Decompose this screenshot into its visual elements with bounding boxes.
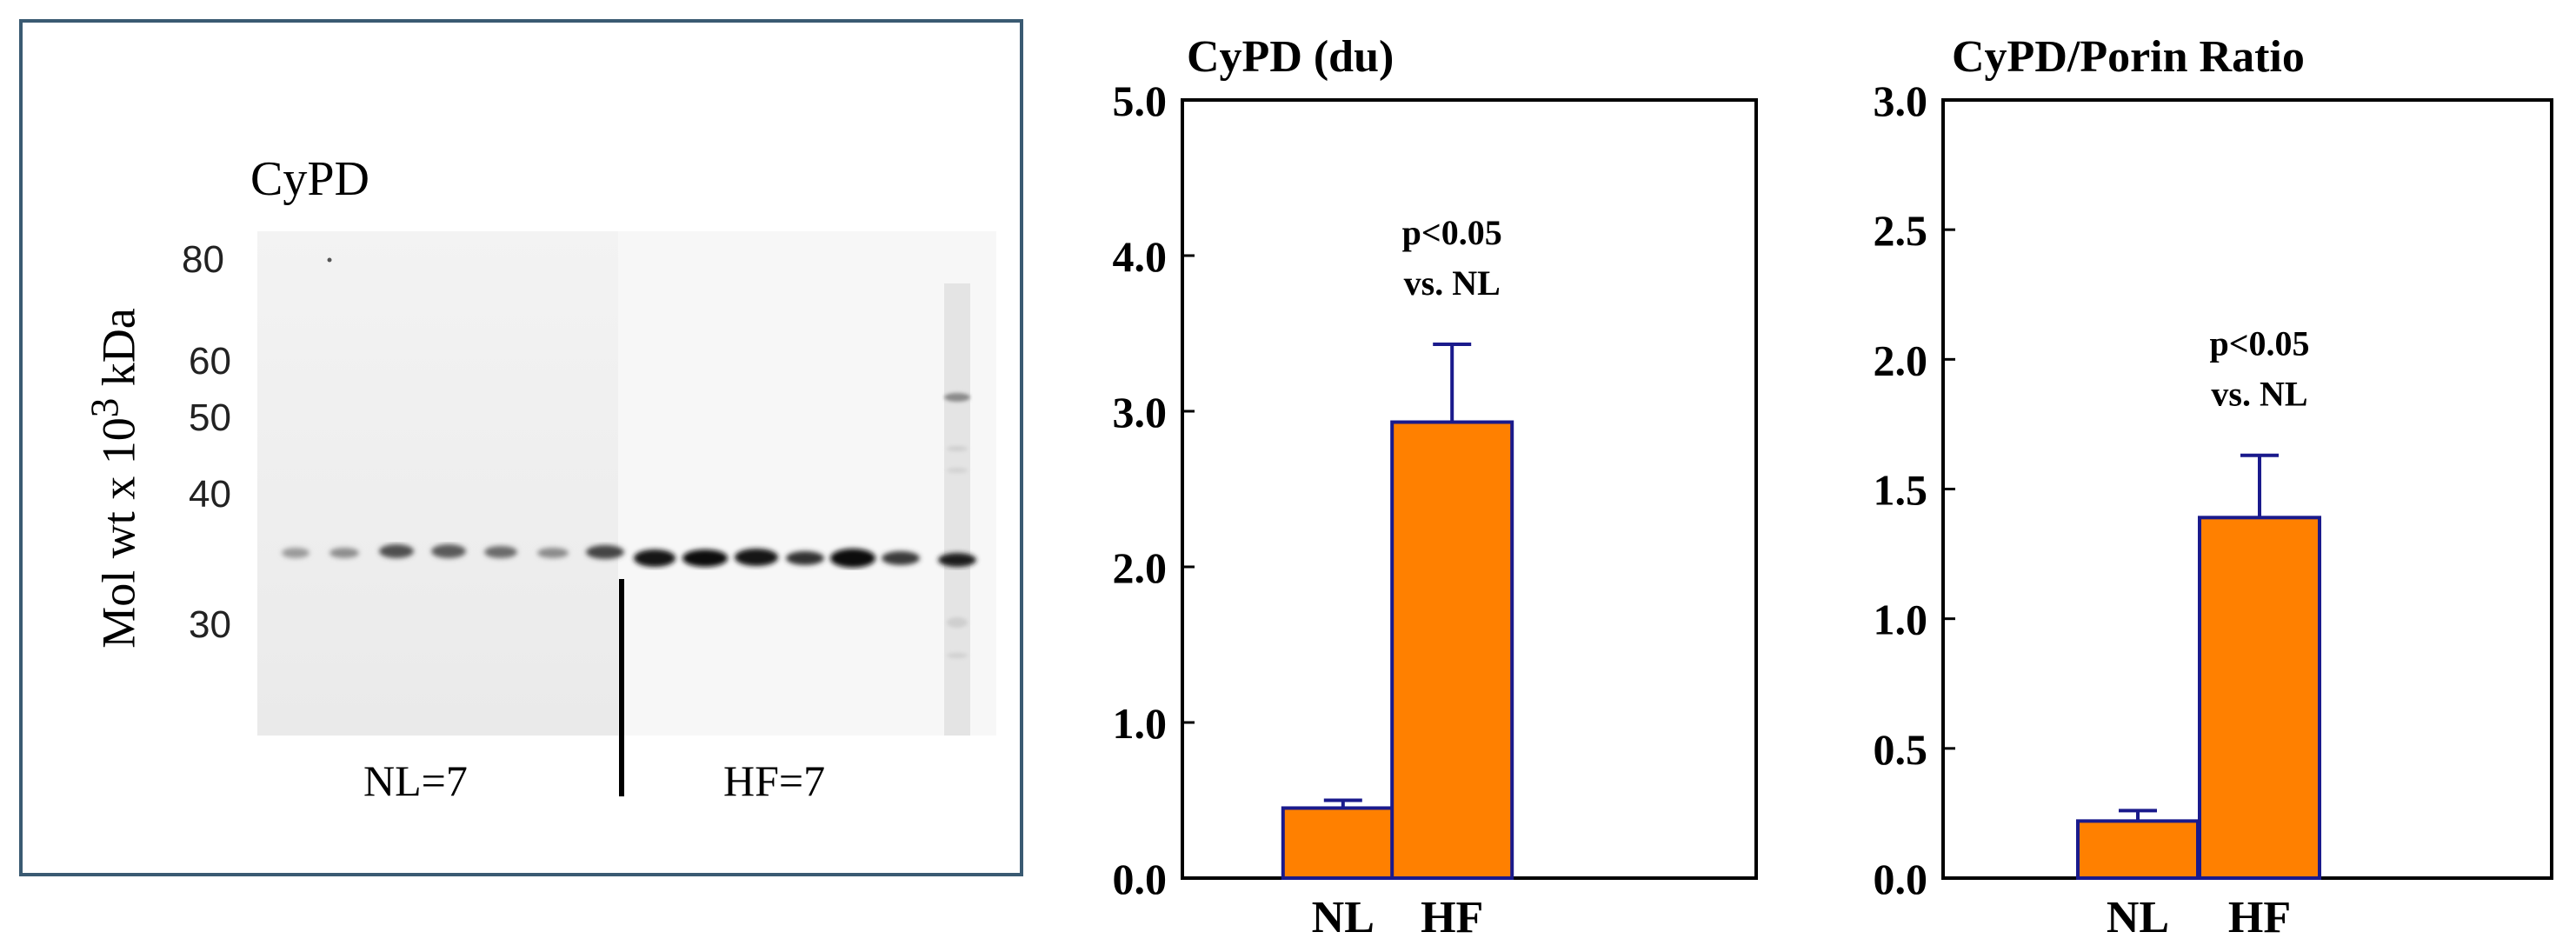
band-nl-7: [586, 545, 624, 559]
axis-label-text: Mol wt x 10: [92, 417, 145, 649]
mw-marker-50: 50: [189, 396, 231, 439]
y-tick-label: 1.5: [1874, 466, 1928, 515]
y-tick-label: 4.0: [1113, 232, 1168, 281]
western-blot-panel: CyPD Mol wt x 103 kDa 80 60 50 40 30: [19, 19, 1023, 876]
y-tick-label: 5.0: [1113, 77, 1168, 125]
gel-right-half: [618, 231, 996, 736]
chart-title: CyPD (du): [1187, 32, 1394, 82]
y-tick-label: 1.0: [1113, 699, 1168, 748]
significance-annotation-line1: p<0.05: [1402, 213, 1502, 252]
band-nl-4: [431, 544, 466, 558]
y-tick-label: 1.0: [1874, 596, 1928, 644]
y-tick-label: 2.0: [1874, 336, 1928, 384]
ladder-lane: [944, 283, 970, 736]
ladder-bands: [944, 393, 970, 658]
y-tick-label: 0.0: [1874, 855, 1928, 903]
axis-label-unit: kDa: [92, 308, 145, 398]
band-nl-3: [379, 544, 414, 558]
x-tick-label-hf: HF: [2228, 893, 2291, 942]
gel-speck: [327, 257, 332, 263]
bar-nl: [1281, 806, 1405, 881]
mw-marker-60: 60: [189, 340, 231, 383]
blot-title: CyPD: [250, 152, 369, 206]
y-tick-label: 2.0: [1113, 543, 1168, 592]
band-hf-5: [830, 549, 875, 568]
bar-hf: [2198, 516, 2321, 880]
bar-hf: [1390, 420, 1514, 880]
group-divider-line: [619, 579, 624, 796]
protein-bands: [282, 544, 976, 568]
mw-marker-40: 40: [189, 473, 231, 516]
y-tick-label: 2.5: [1874, 206, 1928, 255]
y-tick-label: 0.5: [1874, 725, 1928, 774]
band-hf-6: [882, 551, 920, 565]
band-hf-4: [786, 551, 824, 565]
gel-image: [257, 231, 996, 736]
molecular-weight-axis-label: Mol wt x 103 kDa: [83, 308, 146, 649]
band-hf-3: [735, 549, 778, 566]
chart-title: CyPD/Porin Ratio: [1952, 32, 2305, 82]
band-nl-5: [484, 546, 517, 558]
band-hf-2: [682, 549, 728, 567]
band-hf-1: [634, 549, 676, 567]
band-nl-2: [329, 548, 359, 558]
axis-label-exponent: 3: [83, 397, 127, 418]
y-tick-label: 0.0: [1113, 855, 1168, 903]
cypd-porin-ratio-chart: CyPD/Porin Ratio 0.0 0.5 1.0 1.5 2.0 2.5 3.0 NL H…: [1874, 32, 2553, 942]
y-tick-label: 3.0: [1874, 77, 1928, 125]
band-nl-1: [282, 548, 310, 558]
x-tick-label-nl: NL: [1312, 893, 1375, 942]
mw-marker-30: 30: [189, 603, 231, 646]
band-nl-6: [537, 548, 569, 558]
bar-nl: [2076, 819, 2200, 880]
x-tick-label-hf: HF: [1421, 893, 1483, 942]
x-tick-label-nl: NL: [2107, 893, 2169, 942]
cypd-du-chart: CyPD (du) 0.0 1.0 2.0 3.0 4.0 5.0 NL HF p<0.05 vs.…: [1113, 32, 1758, 942]
significance-annotation-line2: vs. NL: [1404, 263, 1501, 303]
significance-annotation-line1: p<0.05: [2209, 324, 2309, 363]
y-tick-label: 3.0: [1113, 388, 1168, 436]
mw-marker-80: 80: [182, 238, 224, 281]
band-ladder: [938, 553, 976, 567]
significance-annotation-line2: vs. NL: [2211, 375, 2307, 414]
group-label-nl: NL=7: [363, 756, 468, 805]
group-label-hf: HF=7: [723, 756, 826, 805]
